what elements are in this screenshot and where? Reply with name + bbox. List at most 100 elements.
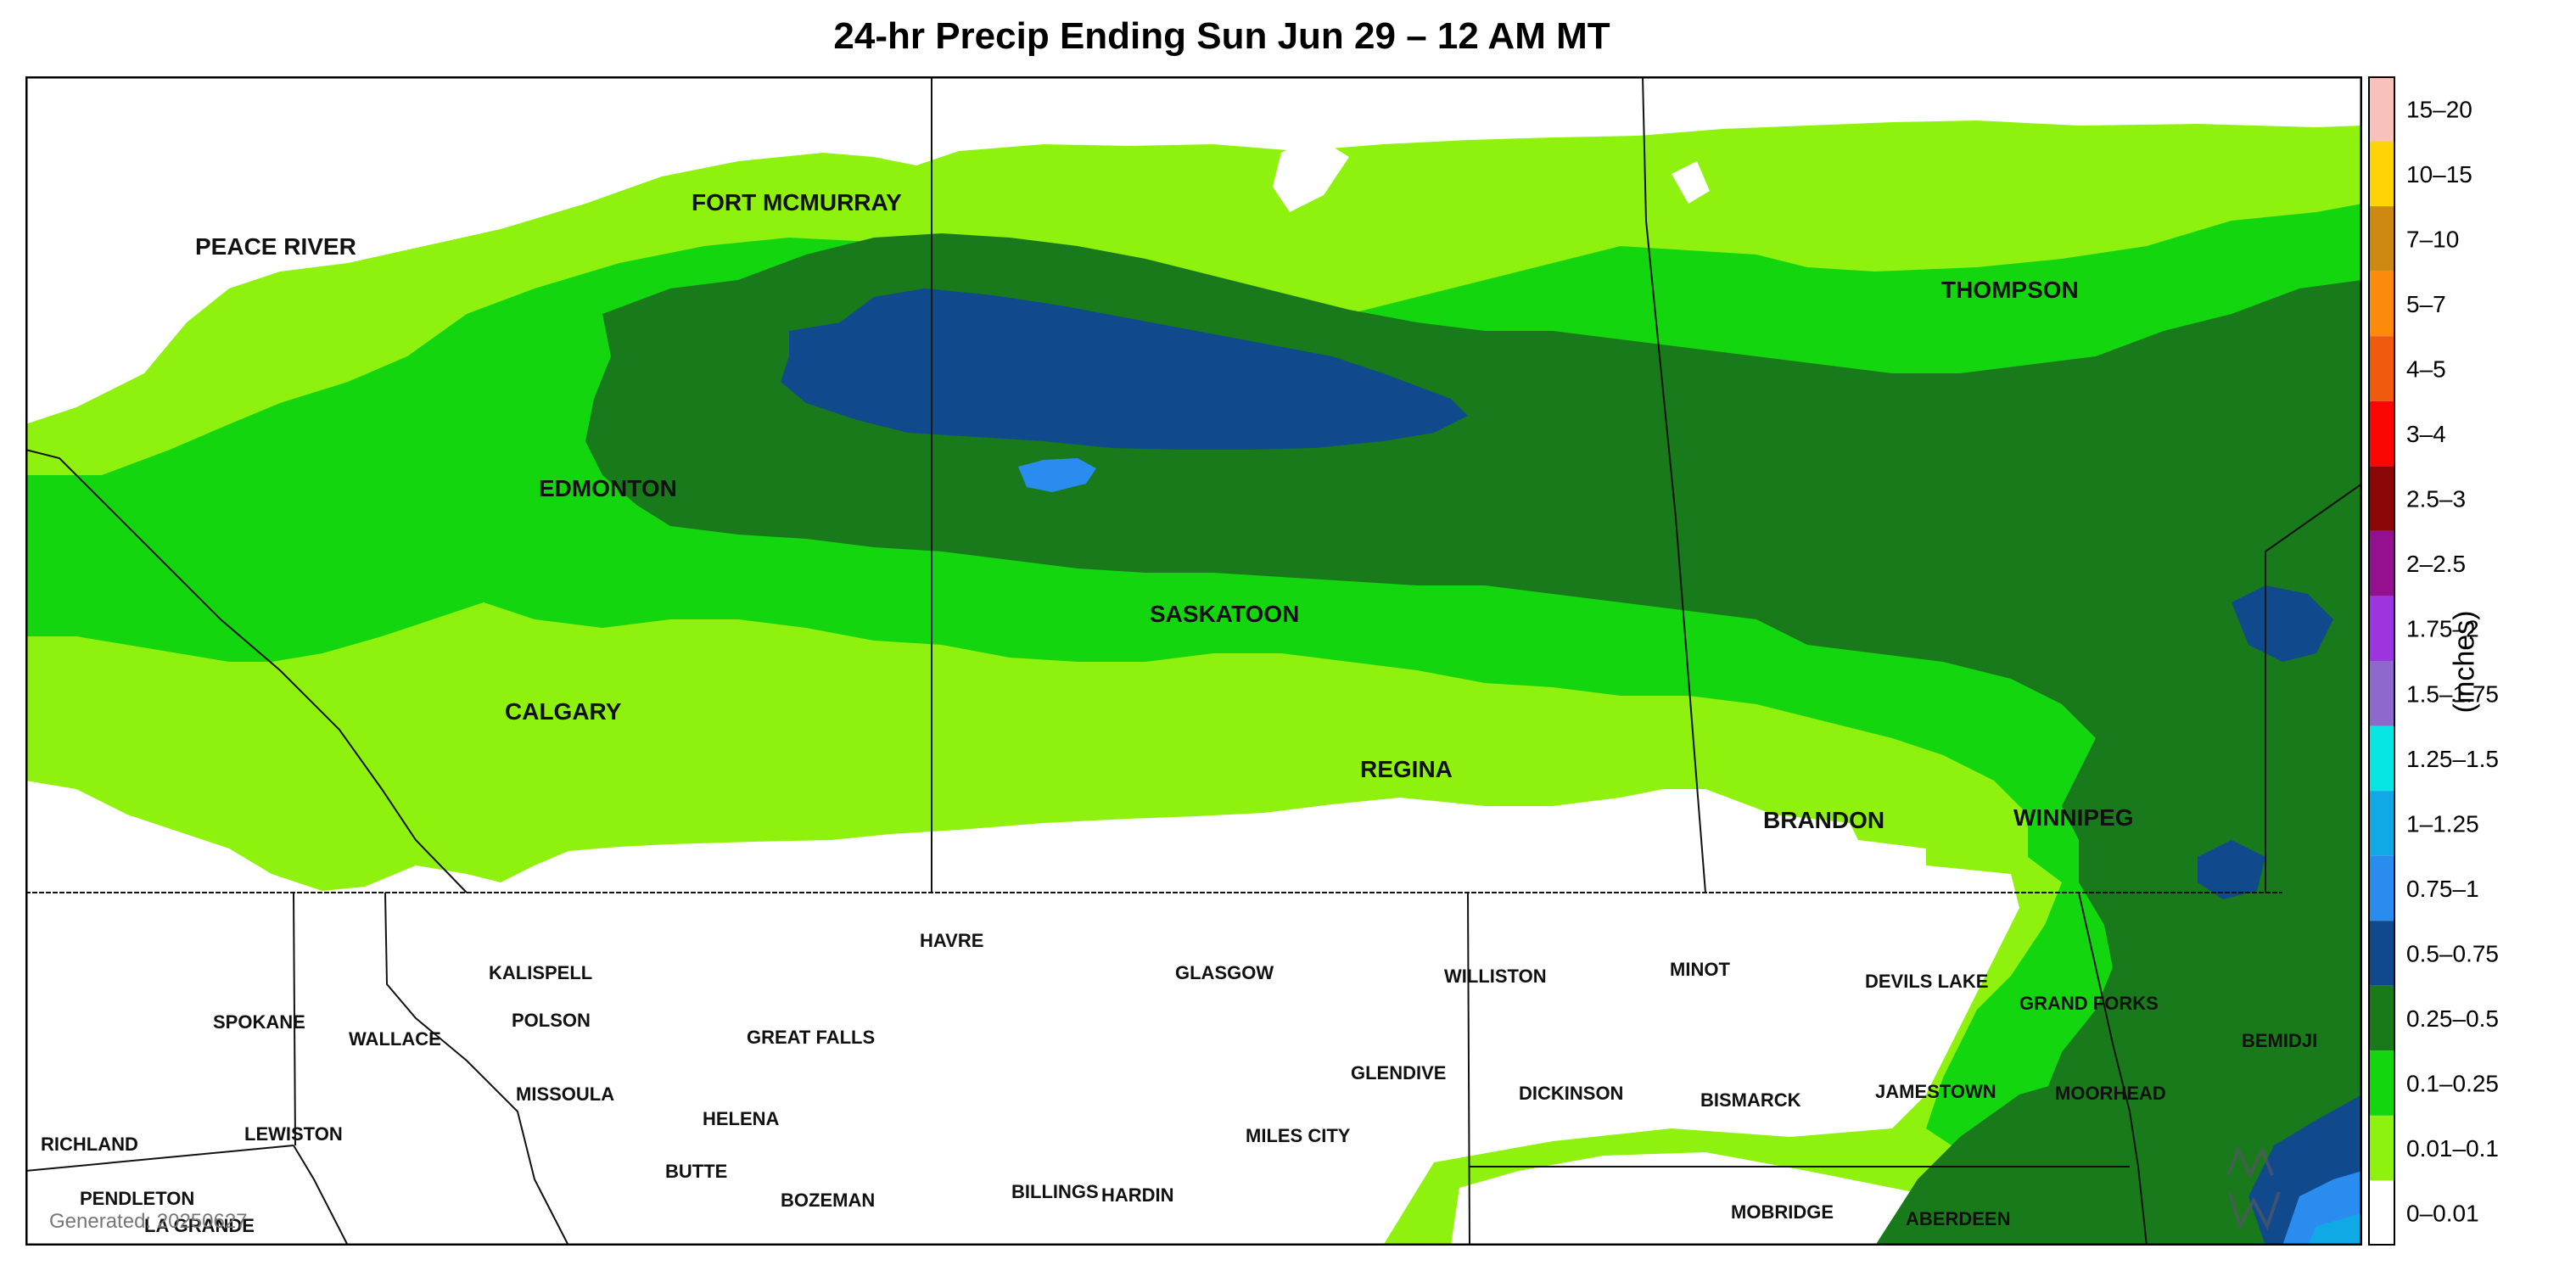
legend-swatch [2369,1180,2394,1246]
city-winnipeg: WINNIPEG [2013,804,2134,831]
city-polson: POLSON [512,1010,591,1031]
city-labels-us: KALISPELL HAVRE GLASGOW WILLISTON MINOT … [41,930,2317,1236]
montana-north-dakota-border [1467,892,1470,1246]
legend-swatch [2369,206,2394,272]
city-thompson: THOMPSON [1941,277,2079,303]
city-moorhead: MOORHEAD [2055,1083,2166,1104]
legend-units: (inches) [2448,610,2481,714]
city-spokane: SPOKANE [213,1011,305,1033]
political-boundaries [25,76,2362,1246]
legend-label: 1.5–1.75 [2406,680,2499,707]
bc-alberta-border [25,449,468,893]
washington-idaho-border [293,892,296,1146]
idaho-montana-border [384,892,569,1246]
city-regina: REGINA [1360,756,1453,782]
precip-area-dark-green-us [1875,1078,2316,1246]
legend-swatch [2369,725,2394,792]
legend-swatch [2369,1050,2394,1116]
legend-swatch [2369,466,2394,531]
city-havre: HAVRE [920,930,983,951]
legend-swatch [2369,1115,2394,1181]
legend-swatch [2369,271,2394,337]
city-miles-city: MILES CITY [1246,1125,1351,1146]
legend-label: 3–4 [2406,421,2446,447]
city-williston: WILLISTON [1444,966,1547,987]
city-glasgow: GLASGOW [1175,962,1274,983]
north-dakota-minnesota-border [2078,892,2148,1246]
legend-label: 0.25–0.5 [2406,1005,2499,1032]
saskatchewan-manitoba-border [1642,76,1706,893]
legend-label: 4–5 [2406,356,2446,383]
city-brandon: BRANDON [1763,807,1884,833]
city-butte: BUTTE [665,1161,727,1182]
legend-swatch [2369,530,2394,596]
legend-frame [2368,76,2395,1246]
city-glendive: GLENDIVE [1351,1062,1446,1083]
legend-swatch [2369,791,2394,856]
city-labels-canada: PEACE RIVER FORT MCMURRAY EDMONTON SASKA… [195,189,2134,833]
legend-swatch [2369,336,2394,401]
legend-label: 0.01–0.1 [2406,1135,2499,1162]
city-minot: MINOT [1670,959,1730,980]
city-bismarck: BISMARCK [1700,1089,1801,1111]
map-title: 24-hr Precip Ending Sun Jun 29 – 12 AM M… [833,15,1610,57]
precip-area-navy-east [2232,585,2333,662]
no-precip-hole-2 [1672,161,1710,204]
city-kalispell: KALISPELL [489,962,592,983]
legend-swatch [2369,76,2394,142]
legend-label: 1.75–2 [2406,616,2479,642]
precip-area-blue [1018,458,1096,492]
city-fort-mcmurray: FORT MCMURRAY [692,189,902,216]
precip-area-sky-se [2308,1213,2362,1246]
city-mobridge: MOBRIDGE [1731,1201,1834,1223]
legend-label: 0.75–1 [2406,876,2479,902]
city-pendleton: PENDLETON [80,1188,194,1209]
legend-swatch [2369,596,2394,661]
city-great-falls: GREAT FALLS [747,1027,875,1048]
idaho-oregon-border [293,1145,349,1246]
city-calgary: CALGARY [505,698,622,725]
city-missoula: MISSOULA [516,1083,614,1105]
legend-swatch [2369,921,2394,986]
city-billings: BILLINGS [1011,1181,1099,1202]
city-saskatoon: SASKATOON [1150,601,1299,627]
legend-label: 0.5–0.75 [2406,941,2499,967]
precip-fields [25,76,2362,1246]
legend-svg: 15–20 10–15 7–10 5–7 4–5 3–4 2.5–3 2–2.5 1.75–2 1… [2368,76,2499,1246]
city-bemidji: BEMIDJI [2242,1030,2317,1051]
legend-label: 0–0.01 [2406,1201,2479,1227]
city-edmonton: EDMONTON [539,475,677,501]
legend-label: 1.25–1.5 [2406,746,2499,772]
legend-swatch [2369,400,2394,467]
city-helena: HELENA [703,1108,780,1129]
manitoba-ontario-border [2265,483,2362,893]
legend-label: 15–20 [2406,96,2472,122]
legend-swatch [2369,985,2394,1051]
city-peace-river: PEACE RIVER [195,233,356,260]
city-dickinson: DICKINSON [1519,1083,1623,1104]
map-frame [25,76,2362,1246]
legend-label: 0.1–0.25 [2406,1071,2499,1097]
city-richland: RICHLAND [41,1134,138,1155]
legend-swatch [2369,661,2394,726]
city-devils-lake: DEVILS LAKE [1865,971,1988,992]
legend-label: 5–7 [2406,291,2446,317]
legend-label: 2.5–3 [2406,486,2466,512]
city-bozeman: BOZEMAN [781,1190,875,1211]
precip-area-navy [781,288,1468,450]
city-wallace: WALLACE [349,1028,441,1050]
color-legend: 15–20 10–15 7–10 5–7 4–5 3–4 2.5–3 2–2.5 1.75–2 1… [2366,76,2561,1246]
city-aberdeen: ABERDEEN [1906,1208,2010,1229]
city-jamestown: JAMESTOWN [1875,1081,1996,1102]
legend-label: 10–15 [2406,161,2472,188]
legend-label: 7–10 [2406,226,2459,252]
no-precip-hole [1273,136,1349,212]
precip-area-navy-mb [2198,840,2265,899]
generated-date: Generated: 20250627 [49,1210,248,1233]
city-grand-forks: GRAND FORKS [2019,993,2159,1014]
precip-map[interactable]: PEACE RIVER FORT MCMURRAY EDMONTON SASKA… [25,76,2362,1246]
city-hardin: HARDIN [1101,1184,1174,1206]
legend-label: 2–2.5 [2406,551,2466,577]
weather-logo [2226,1145,2281,1231]
legend-label: 1–1.25 [2406,810,2479,837]
